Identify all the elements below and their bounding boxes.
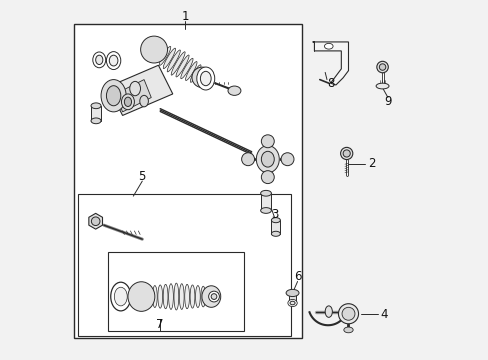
Ellipse shape — [179, 284, 184, 309]
Ellipse shape — [128, 282, 155, 311]
Ellipse shape — [147, 286, 152, 307]
Ellipse shape — [91, 118, 101, 124]
Polygon shape — [89, 213, 102, 229]
Bar — [260, 193, 271, 211]
Ellipse shape — [196, 67, 214, 90]
Text: 9: 9 — [384, 95, 391, 108]
Ellipse shape — [176, 55, 189, 77]
Polygon shape — [312, 42, 348, 85]
Ellipse shape — [211, 294, 217, 300]
Ellipse shape — [140, 95, 148, 107]
Ellipse shape — [174, 283, 179, 310]
Ellipse shape — [158, 285, 163, 308]
Text: 6: 6 — [293, 270, 301, 283]
Ellipse shape — [208, 291, 219, 302]
Ellipse shape — [260, 190, 271, 196]
Ellipse shape — [163, 48, 175, 69]
Ellipse shape — [96, 55, 102, 64]
Ellipse shape — [261, 135, 274, 148]
Ellipse shape — [101, 80, 126, 112]
Ellipse shape — [129, 81, 140, 96]
Ellipse shape — [171, 52, 185, 75]
Ellipse shape — [91, 217, 100, 226]
Ellipse shape — [184, 284, 189, 309]
Ellipse shape — [163, 284, 168, 309]
Ellipse shape — [200, 71, 211, 86]
Ellipse shape — [159, 46, 170, 66]
Ellipse shape — [142, 287, 146, 306]
Ellipse shape — [141, 36, 167, 63]
Bar — [91, 106, 101, 121]
Ellipse shape — [155, 45, 165, 62]
Ellipse shape — [109, 55, 118, 66]
Ellipse shape — [201, 286, 205, 307]
Ellipse shape — [190, 65, 201, 82]
Ellipse shape — [106, 86, 121, 106]
Ellipse shape — [168, 284, 173, 309]
Text: 4: 4 — [380, 308, 387, 321]
Ellipse shape — [241, 153, 254, 166]
Bar — [289, 293, 295, 304]
Ellipse shape — [181, 58, 193, 79]
Ellipse shape — [256, 145, 279, 173]
Ellipse shape — [325, 306, 332, 318]
Ellipse shape — [285, 289, 298, 297]
Ellipse shape — [281, 153, 293, 166]
Ellipse shape — [106, 51, 121, 69]
Text: 1: 1 — [181, 10, 189, 23]
Ellipse shape — [271, 218, 280, 223]
Ellipse shape — [114, 287, 127, 306]
Bar — [271, 220, 280, 234]
Ellipse shape — [195, 68, 204, 84]
Polygon shape — [108, 65, 172, 116]
Ellipse shape — [287, 300, 297, 307]
Ellipse shape — [110, 282, 131, 311]
Ellipse shape — [206, 287, 211, 306]
Ellipse shape — [152, 285, 157, 307]
Polygon shape — [115, 80, 151, 112]
Ellipse shape — [324, 43, 332, 49]
Ellipse shape — [376, 61, 387, 73]
Ellipse shape — [340, 147, 352, 159]
Ellipse shape — [261, 151, 274, 167]
Ellipse shape — [343, 327, 352, 333]
Ellipse shape — [195, 285, 200, 307]
Ellipse shape — [192, 67, 212, 87]
Ellipse shape — [124, 97, 131, 107]
Ellipse shape — [271, 231, 280, 236]
Ellipse shape — [375, 83, 388, 89]
Ellipse shape — [93, 52, 105, 68]
Bar — [78, 194, 290, 336]
Ellipse shape — [121, 94, 134, 110]
Text: 7: 7 — [156, 318, 163, 331]
Ellipse shape — [151, 43, 161, 59]
Ellipse shape — [190, 285, 195, 308]
Ellipse shape — [167, 50, 180, 72]
Ellipse shape — [260, 208, 271, 213]
Text: 2: 2 — [367, 157, 375, 170]
Text: 3: 3 — [271, 208, 278, 221]
Ellipse shape — [338, 304, 358, 324]
Ellipse shape — [343, 150, 349, 157]
Ellipse shape — [185, 62, 197, 81]
Bar — [108, 252, 244, 330]
Ellipse shape — [379, 64, 385, 70]
Ellipse shape — [261, 171, 274, 184]
Ellipse shape — [289, 301, 294, 305]
Text: 5: 5 — [138, 170, 146, 183]
Ellipse shape — [227, 86, 241, 95]
Bar — [74, 24, 301, 338]
Ellipse shape — [341, 307, 354, 320]
Ellipse shape — [202, 286, 220, 307]
Ellipse shape — [91, 103, 101, 109]
Text: 8: 8 — [326, 77, 334, 90]
